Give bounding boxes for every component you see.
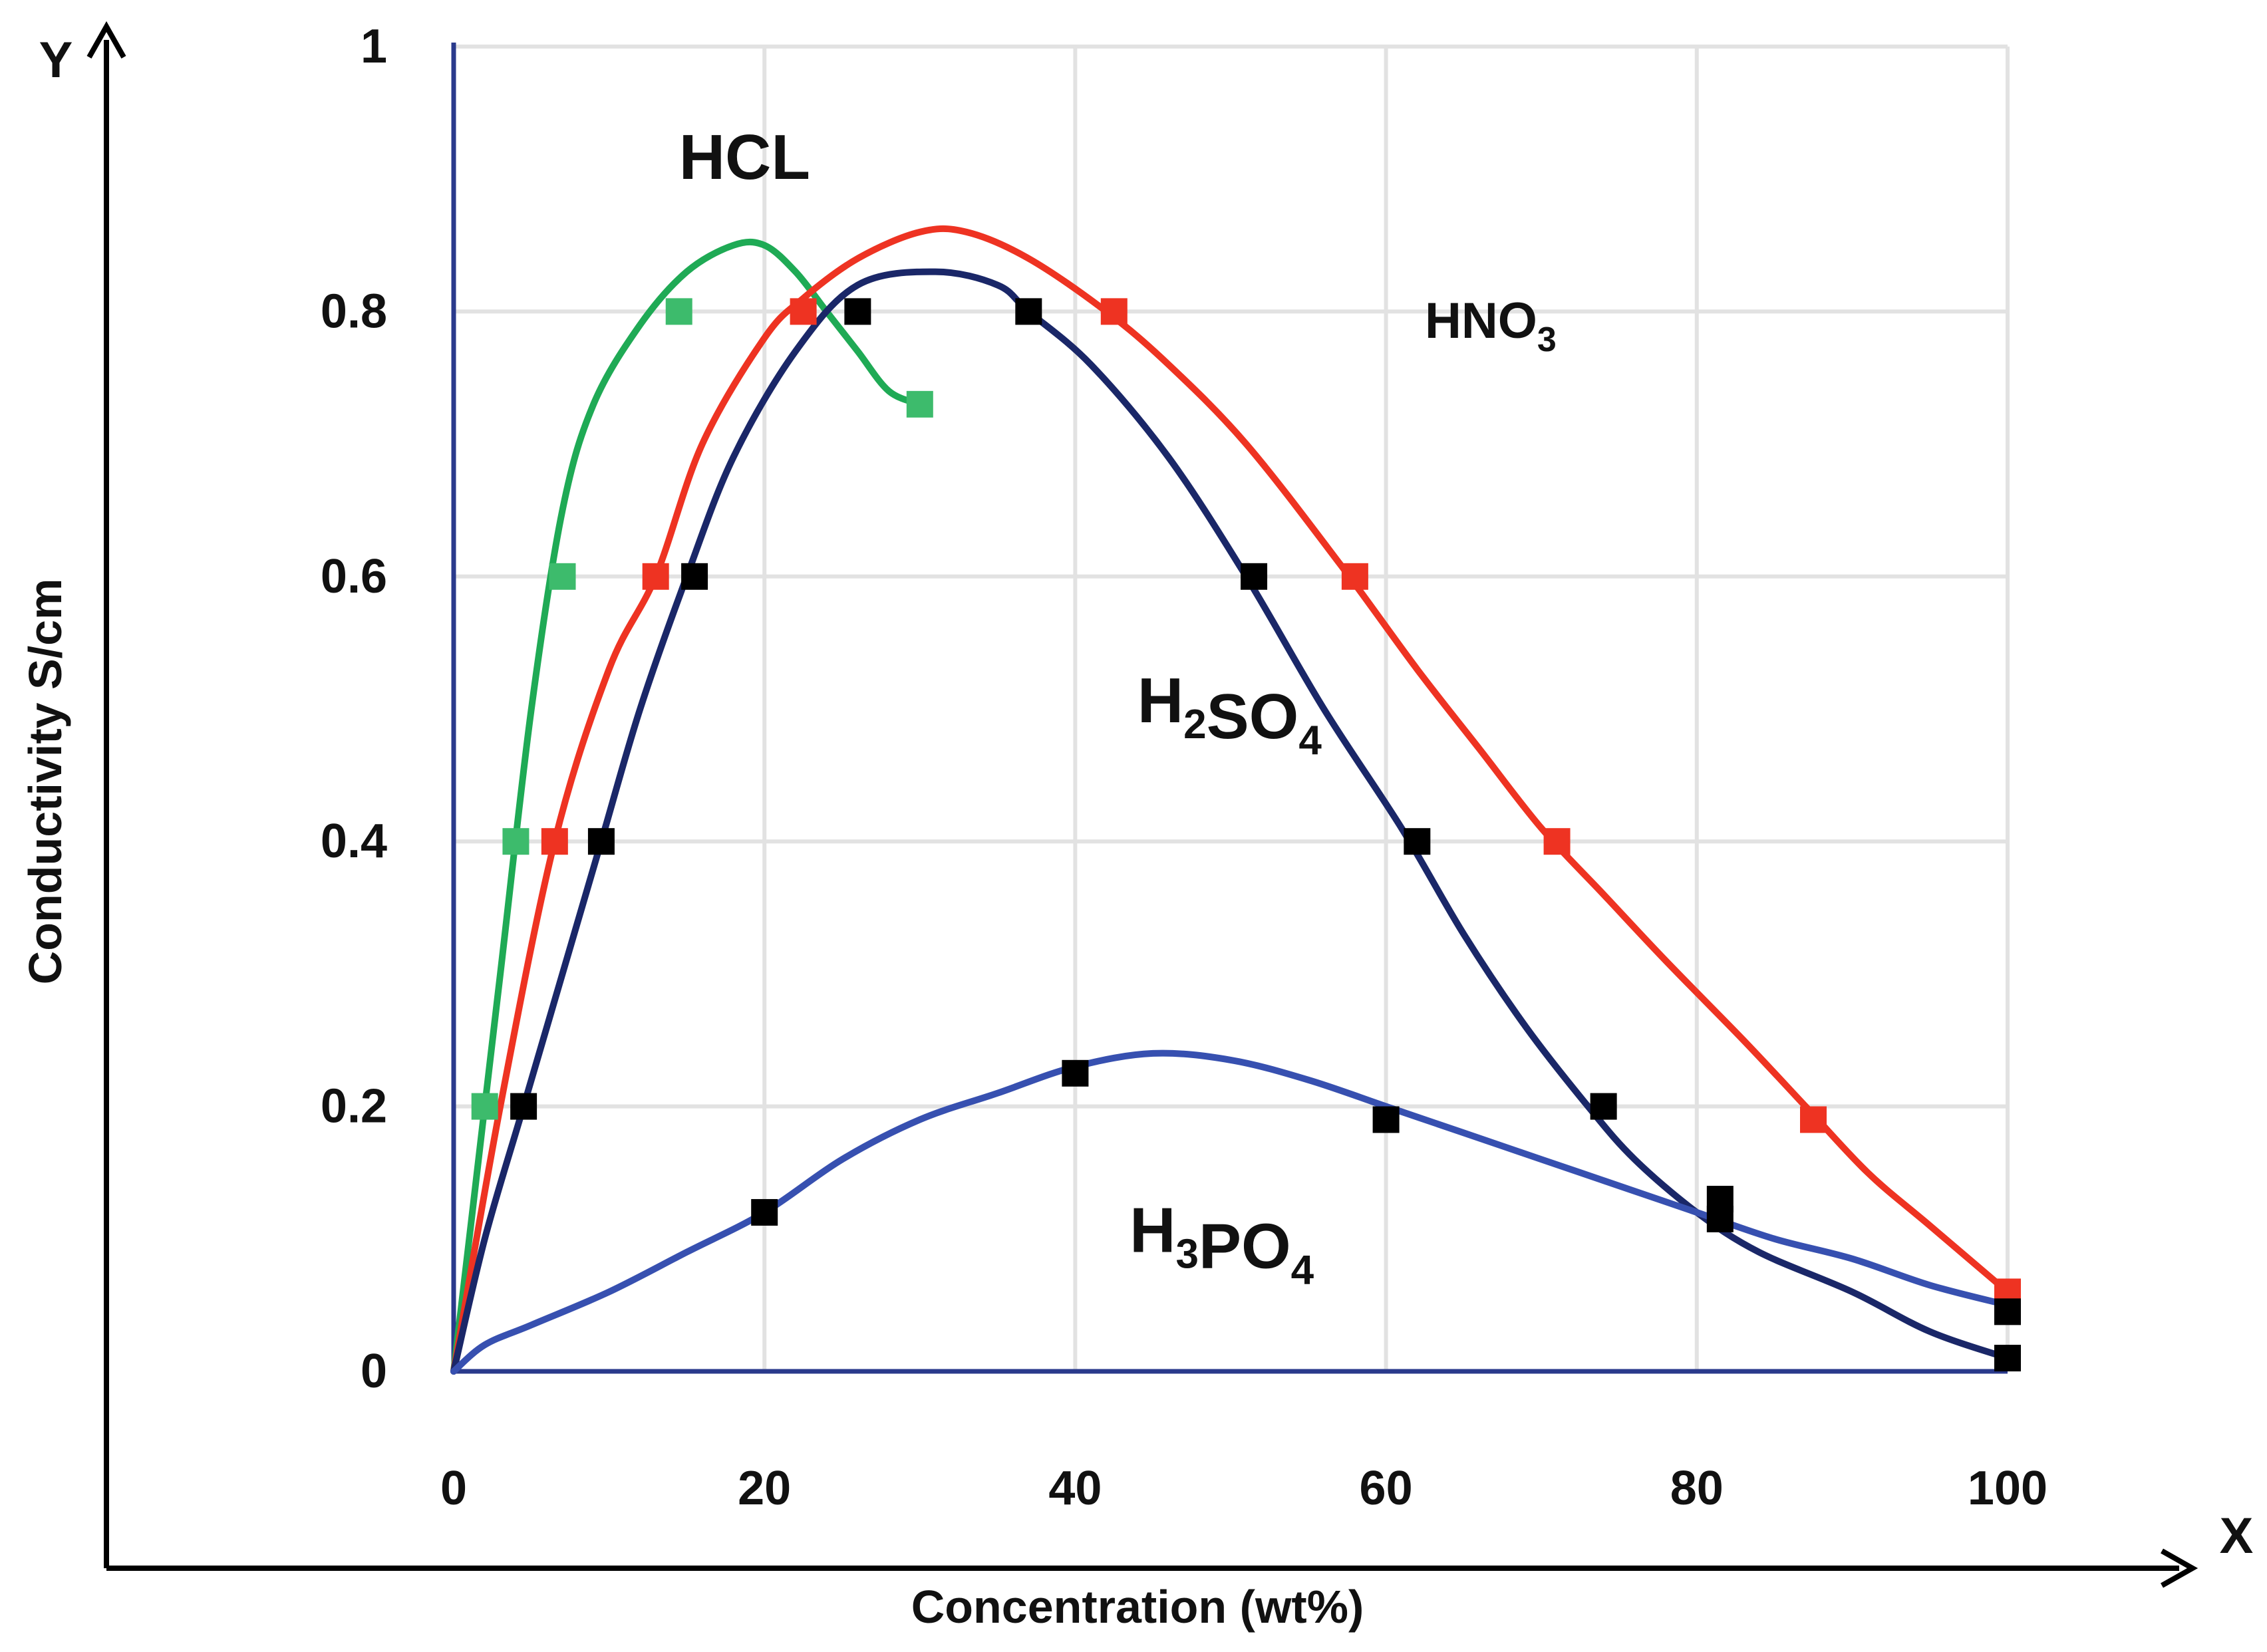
marker-h2so4-7 xyxy=(1590,1093,1617,1120)
marker-hcl-0 xyxy=(471,1093,498,1120)
marker-h2so4-1 xyxy=(587,828,615,855)
marker-h3po4-0 xyxy=(751,1198,778,1226)
axes xyxy=(86,21,2198,1588)
marker-h3po4-2 xyxy=(1372,1106,1400,1133)
series-line-h2so4 xyxy=(450,268,2011,1375)
marker-h2so4-3 xyxy=(844,298,871,325)
x-tick-label-100: 100 xyxy=(1968,1462,2047,1515)
series-labels: HCL HNO3 H2SO4 H3PO4 xyxy=(679,122,1557,1294)
marker-hno3-5 xyxy=(1543,828,1571,855)
marker-h2so4-6 xyxy=(1404,828,1431,855)
y-tick-label-0-8: 0.8 xyxy=(321,285,387,338)
series-markers xyxy=(471,298,2021,1372)
marker-hno3-4 xyxy=(1341,563,1368,590)
marker-h2so4-5 xyxy=(1241,563,1268,590)
series-lines xyxy=(450,225,2011,1375)
x-axis-letter: X xyxy=(2220,1508,2254,1564)
marker-hcl-4 xyxy=(906,390,933,418)
x-tick-label-40: 40 xyxy=(1048,1462,1102,1515)
series-label-h3po4: H3PO4 xyxy=(1130,1195,1314,1294)
x-tick-label-0: 0 xyxy=(440,1462,467,1515)
marker-hno3-2 xyxy=(790,298,817,325)
series-label-h2so4: H2SO4 xyxy=(1137,665,1322,763)
y-tick-labels: 0 0.2 0.4 0.6 0.8 1 xyxy=(321,20,387,1398)
series-line-h3po4 xyxy=(450,1049,2011,1375)
marker-hno3-3 xyxy=(1100,298,1128,325)
series-line-hno3 xyxy=(450,225,2011,1375)
marker-hno3-6 xyxy=(1800,1106,1827,1133)
marker-h3po4-3 xyxy=(1706,1205,1734,1232)
series-label-hno3: HNO3 xyxy=(1425,293,1557,359)
x-tick-label-80: 80 xyxy=(1670,1462,1724,1515)
x-tick-labels: 0 20 40 60 80 100 xyxy=(440,1462,2047,1515)
marker-h2so4-4 xyxy=(1015,298,1042,325)
x-axis-title: Concentration (wt%) xyxy=(911,1581,1364,1633)
marker-h2so4-2 xyxy=(681,563,708,590)
marker-h2so4-0 xyxy=(510,1093,537,1120)
series-label-hcl: HCL xyxy=(679,122,810,193)
marker-hno3-1 xyxy=(642,563,669,590)
y-axis-title: Conductivity S/cm xyxy=(19,579,71,985)
series-line-hcl xyxy=(450,238,923,1375)
y-tick-label-0: 0 xyxy=(361,1345,387,1398)
marker-h3po4-1 xyxy=(1062,1059,1089,1087)
y-tick-label-0-4: 0.4 xyxy=(321,815,387,868)
y-axis-arrow xyxy=(86,21,126,59)
marker-hno3-0 xyxy=(541,828,568,855)
marker-hcl-1 xyxy=(502,828,529,855)
y-tick-label-0-6: 0.6 xyxy=(321,550,387,603)
x-tick-label-20: 20 xyxy=(738,1462,791,1515)
marker-h2so4-9 xyxy=(1994,1345,2021,1372)
x-tick-label-60: 60 xyxy=(1360,1462,1413,1515)
x-axis-arrow xyxy=(2161,1548,2198,1588)
plot-frame xyxy=(451,43,2008,1374)
y-tick-label-1: 1 xyxy=(361,20,387,73)
y-axis-letter: Y xyxy=(39,32,73,88)
marker-hcl-2 xyxy=(549,563,576,590)
y-tick-label-0-2: 0.2 xyxy=(321,1080,387,1133)
marker-hcl-3 xyxy=(665,298,692,325)
marker-h3po4-4 xyxy=(1994,1298,2021,1325)
